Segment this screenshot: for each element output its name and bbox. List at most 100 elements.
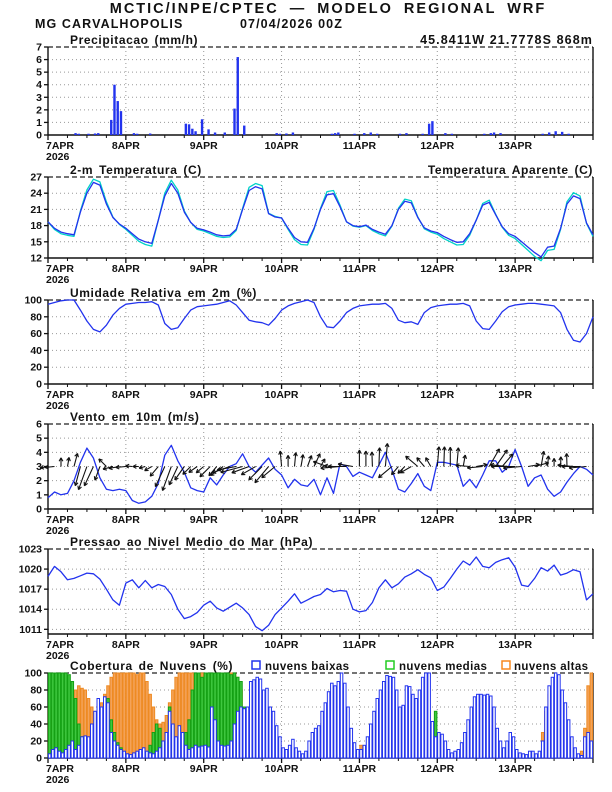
panel-title-pressure: Pressao ao Nivel Medio do Mar (hPa) <box>70 535 313 549</box>
panel-title-humidity: Umidade Relativa em 2m (%) <box>70 286 257 300</box>
legend-label-high-clouds: nuvens altas <box>514 661 588 673</box>
svg-text:2026: 2026 <box>46 274 70 286</box>
svg-text:4: 4 <box>36 79 42 91</box>
svg-text:1: 1 <box>36 489 42 501</box>
svg-text:0: 0 <box>36 753 42 765</box>
svg-text:10APR: 10APR <box>265 763 299 775</box>
svg-text:11APR: 11APR <box>343 639 377 651</box>
svg-text:11APR: 11APR <box>343 763 377 775</box>
svg-text:1017: 1017 <box>19 584 43 596</box>
svg-text:2: 2 <box>36 475 42 487</box>
svg-text:2: 2 <box>36 104 42 116</box>
svg-text:8APR: 8APR <box>112 263 140 275</box>
svg-text:7APR: 7APR <box>46 763 74 775</box>
svg-text:7APR: 7APR <box>46 263 74 275</box>
svg-text:5: 5 <box>36 433 42 445</box>
svg-text:8APR: 8APR <box>112 639 140 651</box>
svg-text:1011: 1011 <box>19 624 42 636</box>
panel-title-precipitation: Precipitacao (mm/h) <box>70 33 198 47</box>
svg-text:20: 20 <box>30 736 42 748</box>
svg-text:80: 80 <box>30 685 42 697</box>
svg-text:2026: 2026 <box>46 400 70 412</box>
svg-text:2026: 2026 <box>46 525 70 537</box>
panel-title-clouds: Cobertura de Nuvens (%) <box>70 659 233 673</box>
svg-text:60: 60 <box>30 328 42 340</box>
svg-text:10APR: 10APR <box>265 514 299 526</box>
svg-text:13APR: 13APR <box>498 514 532 526</box>
svg-text:10APR: 10APR <box>265 263 299 275</box>
svg-text:0: 0 <box>36 379 42 391</box>
svg-text:13APR: 13APR <box>498 140 532 152</box>
svg-text:9APR: 9APR <box>190 514 218 526</box>
svg-text:1023: 1023 <box>19 544 43 556</box>
legend-label-low-clouds: nuvens baixas <box>265 661 349 673</box>
svg-text:1020: 1020 <box>19 564 43 576</box>
svg-text:12APR: 12APR <box>420 263 454 275</box>
svg-text:7APR: 7APR <box>46 389 74 401</box>
svg-text:100: 100 <box>24 668 42 680</box>
station-name: MG CARVALHOPOLIS <box>35 17 183 31</box>
svg-text:7APR: 7APR <box>46 639 74 651</box>
svg-text:3: 3 <box>36 461 42 473</box>
svg-text:60: 60 <box>30 702 42 714</box>
svg-text:12: 12 <box>30 253 42 265</box>
svg-text:13APR: 13APR <box>498 389 532 401</box>
svg-text:7: 7 <box>36 42 42 54</box>
station-coordinates: 45.8411W 21.7778S 868m <box>420 33 593 47</box>
svg-text:7APR: 7APR <box>46 140 74 152</box>
svg-text:20: 20 <box>30 362 42 374</box>
legend-swatch-mid-clouds-icon <box>385 660 395 670</box>
legend-swatch-high-clouds-icon <box>501 660 511 670</box>
svg-text:11APR: 11APR <box>343 263 377 275</box>
legend-swatch-low-clouds-icon <box>251 660 261 670</box>
svg-text:5: 5 <box>36 67 42 79</box>
svg-text:6: 6 <box>36 419 42 431</box>
svg-text:4: 4 <box>36 447 42 459</box>
svg-text:10APR: 10APR <box>265 639 299 651</box>
figure-title: MCTIC/INPE/CPTEC — MODELO REGIONAL WRF <box>110 1 546 17</box>
svg-text:13APR: 13APR <box>498 263 532 275</box>
svg-text:27: 27 <box>30 172 42 184</box>
svg-text:0: 0 <box>36 130 42 142</box>
panel-title-temperature: 2-m Temperatura (C) <box>70 163 202 177</box>
svg-text:21: 21 <box>30 204 42 216</box>
svg-text:100: 100 <box>24 295 42 307</box>
svg-text:10APR: 10APR <box>265 389 299 401</box>
svg-text:0: 0 <box>36 504 42 516</box>
svg-text:11APR: 11APR <box>343 389 377 401</box>
svg-text:1014: 1014 <box>19 604 43 616</box>
panel-title-wind: Vento em 10m (m/s) <box>70 410 200 424</box>
svg-text:9APR: 9APR <box>190 639 218 651</box>
svg-text:2026: 2026 <box>46 774 70 786</box>
svg-text:1: 1 <box>36 117 42 129</box>
svg-text:9APR: 9APR <box>190 263 218 275</box>
svg-text:12APR: 12APR <box>420 389 454 401</box>
svg-text:18: 18 <box>30 220 42 232</box>
svg-text:9APR: 9APR <box>190 763 218 775</box>
svg-text:13APR: 13APR <box>498 639 532 651</box>
svg-text:6: 6 <box>36 54 42 66</box>
legend-label-mid-clouds: nuvens medias <box>399 661 487 673</box>
svg-text:24: 24 <box>30 188 42 200</box>
svg-text:80: 80 <box>30 311 42 323</box>
svg-text:8APR: 8APR <box>112 763 140 775</box>
svg-text:9APR: 9APR <box>190 389 218 401</box>
svg-text:12APR: 12APR <box>420 639 454 651</box>
panel-title-apparent-temperature: Temperatura Aparente (C) <box>428 163 593 177</box>
svg-text:8APR: 8APR <box>112 140 140 152</box>
svg-text:2026: 2026 <box>46 650 70 662</box>
svg-text:7APR: 7APR <box>46 514 74 526</box>
svg-text:15: 15 <box>30 236 42 248</box>
svg-text:12APR: 12APR <box>420 514 454 526</box>
svg-text:40: 40 <box>30 345 42 357</box>
svg-text:12APR: 12APR <box>420 140 454 152</box>
svg-text:11APR: 11APR <box>343 514 377 526</box>
